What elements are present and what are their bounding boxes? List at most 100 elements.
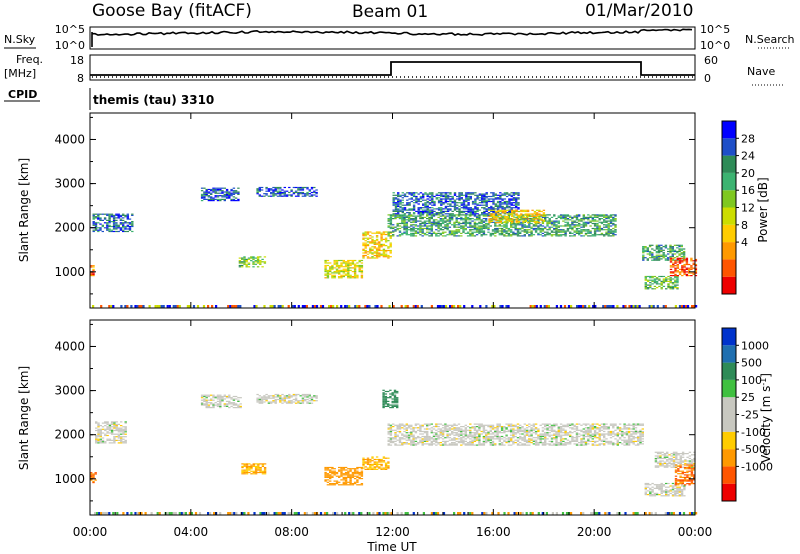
power-cell xyxy=(369,247,372,249)
power-cell xyxy=(530,219,533,221)
velocity-cell xyxy=(403,435,406,438)
power-cell xyxy=(520,210,523,213)
power-cell xyxy=(485,195,488,198)
velocity-cell xyxy=(203,399,206,401)
power-cell xyxy=(453,202,457,204)
power-cell xyxy=(426,213,429,215)
power-cell xyxy=(683,265,686,267)
power-ground-cell xyxy=(567,305,571,308)
velocity-cell xyxy=(500,429,504,431)
power-cell xyxy=(389,214,393,216)
power-cell xyxy=(122,230,125,233)
velocity-cell xyxy=(257,471,260,474)
velocity-ground-cell xyxy=(592,512,595,515)
power-cell xyxy=(609,214,613,216)
velocity-cell xyxy=(387,423,390,425)
velocity-cell xyxy=(120,429,123,432)
power-cell xyxy=(495,215,498,218)
power-cell xyxy=(495,222,498,224)
power-cell xyxy=(389,251,392,253)
power-cell xyxy=(678,268,682,270)
power-ground-cell xyxy=(412,305,415,308)
power-cell xyxy=(406,203,409,205)
power-cell xyxy=(469,232,472,234)
velocity-cell xyxy=(426,433,429,435)
power-cell xyxy=(690,258,693,261)
velocity-cell xyxy=(261,463,265,465)
power-cell xyxy=(467,203,470,205)
power-cell xyxy=(522,222,525,224)
velocity-cell xyxy=(500,427,504,429)
power-cell xyxy=(441,214,445,216)
power-cell xyxy=(537,225,540,227)
velocity-cell xyxy=(387,437,390,439)
velocity-cell xyxy=(510,438,513,440)
power-cell xyxy=(683,266,686,268)
power-cell xyxy=(494,232,497,234)
velocity-cell xyxy=(380,465,383,467)
power-cell xyxy=(655,248,659,250)
velocity-cell xyxy=(405,439,408,441)
power-cell xyxy=(440,212,443,214)
power-cell xyxy=(356,276,359,278)
velocity-cell xyxy=(99,439,102,441)
power-cell xyxy=(342,268,345,270)
power-cell xyxy=(517,208,520,210)
velocity-cell xyxy=(110,431,114,433)
power-cell xyxy=(453,209,457,211)
power-cell xyxy=(674,270,677,272)
power-cell xyxy=(421,225,424,227)
velocity-cell xyxy=(475,444,479,446)
power-cell xyxy=(534,230,538,232)
power-cell xyxy=(448,222,452,225)
velocity-cell xyxy=(451,432,454,434)
power-cell xyxy=(234,190,238,192)
power-cell xyxy=(308,193,311,195)
velocity-cell xyxy=(480,444,483,446)
power-cell xyxy=(108,213,111,215)
power-cell xyxy=(446,226,449,228)
power-ground-cell xyxy=(414,305,417,308)
power-cell xyxy=(571,229,574,231)
power-cell xyxy=(392,230,395,232)
power-cell xyxy=(467,204,470,206)
velocity-cell xyxy=(510,428,513,430)
power-cell xyxy=(455,226,458,228)
power-cell xyxy=(444,231,447,233)
power-cell xyxy=(466,221,470,223)
velocity-cell xyxy=(457,428,461,430)
power-cell xyxy=(448,214,452,216)
power-cell xyxy=(428,207,432,209)
power-cell xyxy=(92,217,95,219)
power-cell xyxy=(421,229,424,231)
velocity-cell xyxy=(267,395,271,397)
velocity-cell xyxy=(344,473,348,475)
power-cell xyxy=(444,221,447,223)
power-cell xyxy=(292,193,296,195)
power-cell xyxy=(530,231,533,233)
power-cell xyxy=(593,229,597,231)
velocity-cell xyxy=(371,460,374,462)
velocity-cell xyxy=(340,479,343,481)
power-cell xyxy=(489,232,492,234)
velocity-cell xyxy=(232,395,236,398)
power-cell xyxy=(446,227,449,230)
velocity-cell xyxy=(446,440,449,442)
velocity-cell xyxy=(95,434,98,437)
power-cell xyxy=(430,230,433,232)
velocity-cell xyxy=(498,426,501,428)
freq-label: Freq. xyxy=(16,53,43,66)
velocity-cell xyxy=(353,469,357,471)
velocity-cell xyxy=(294,395,298,397)
velocity-cell xyxy=(419,440,422,442)
power-cell xyxy=(412,202,416,204)
velocity-cell xyxy=(110,432,114,434)
velocity-cell xyxy=(366,468,370,470)
power-cell xyxy=(259,256,262,258)
power-cell xyxy=(310,186,314,189)
power-cell xyxy=(439,234,442,236)
power-cell xyxy=(497,210,500,213)
power-cell xyxy=(542,220,546,222)
power-cell xyxy=(124,228,127,230)
velocity-cell xyxy=(525,427,529,429)
